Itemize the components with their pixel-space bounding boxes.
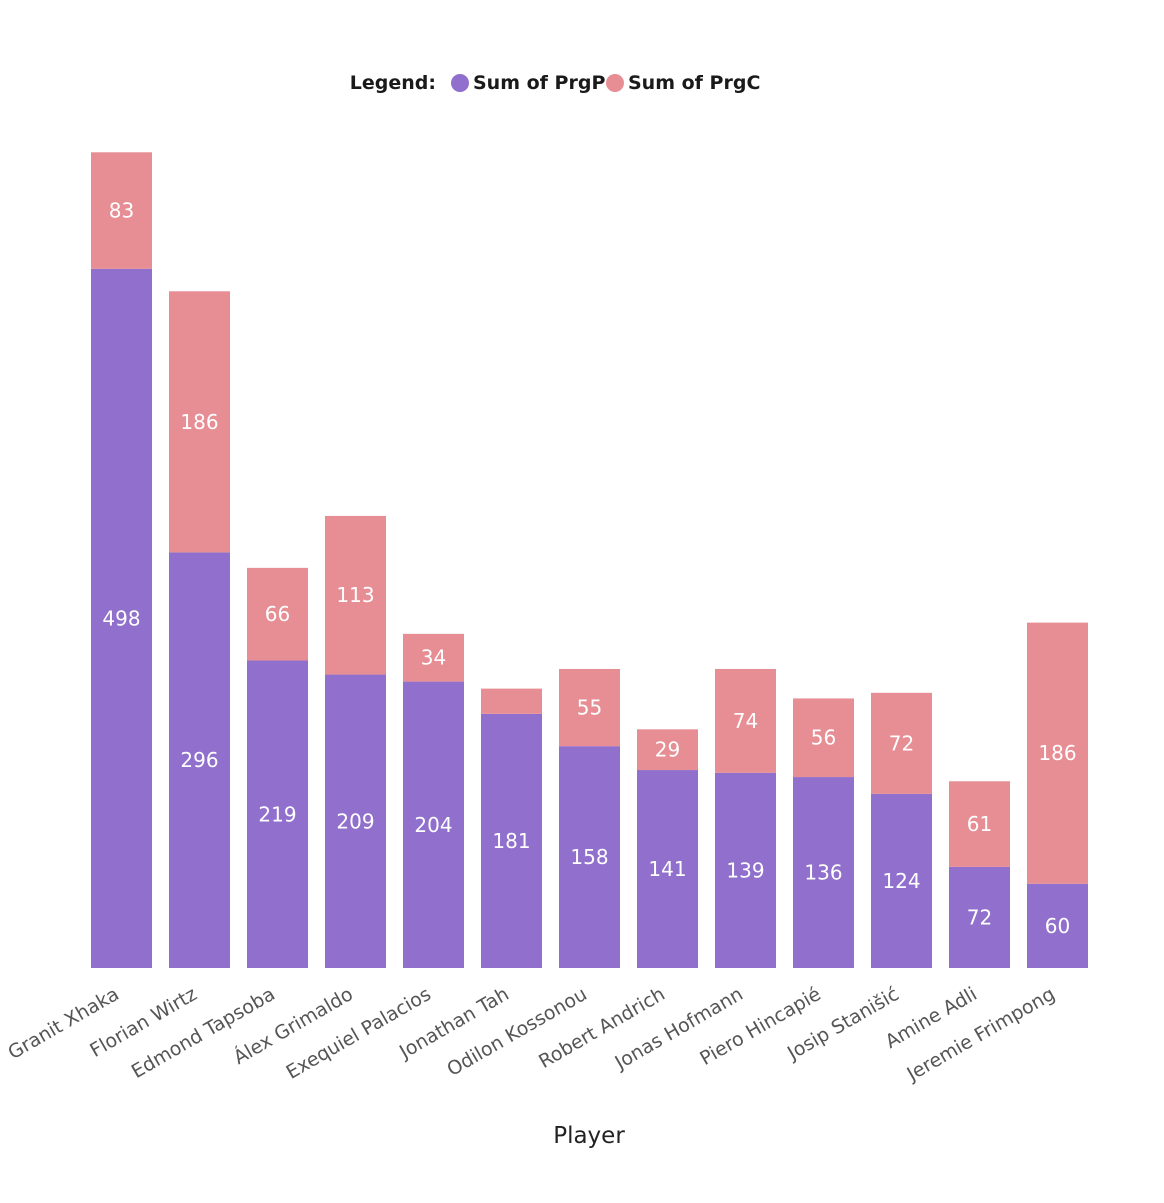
data-label-sum-of-prgp-alex-grimaldo: 209 [336, 809, 374, 833]
data-label-sum-of-prgc-granit-xhaka: 83 [109, 199, 134, 223]
bar-sum-of-prgp-odilon-kossonou[interactable] [559, 746, 620, 968]
data-label-sum-of-prgp-jonas-hofmann: 139 [726, 858, 764, 882]
bar-sum-of-prgc-robert-andrich[interactable] [637, 729, 698, 771]
data-label-sum-of-prgp-edmond-tapsoba: 219 [258, 802, 296, 826]
data-label-sum-of-prgp-jonathan-tah: 181 [492, 829, 530, 853]
data-label-sum-of-prgp-amine-adli: 72 [967, 905, 992, 929]
data-label-sum-of-prgc-florian-wirtz: 186 [180, 410, 218, 434]
x-tick-label-exequiel-palacios: Exequiel Palacios [282, 983, 434, 1084]
data-label-sum-of-prgc-alex-grimaldo: 113 [336, 583, 374, 607]
bar-sum-of-prgp-exequiel-palacios[interactable] [403, 681, 464, 968]
data-label-sum-of-prgp-florian-wirtz: 296 [180, 748, 218, 772]
x-tick-label-jeremie-frimpong: Jeremie Frimpong [902, 983, 1058, 1086]
bar-sum-of-prgp-amine-adli[interactable] [949, 866, 1010, 968]
x-tick-label-edmond-tapsoba: Edmond Tapsoba [128, 983, 279, 1083]
x-axis-title: Player [553, 1123, 625, 1149]
data-label-sum-of-prgc-odilon-kossonou: 55 [577, 696, 602, 720]
bar-sum-of-prgp-robert-andrich[interactable] [637, 770, 698, 968]
data-label-sum-of-prgc-jeremie-frimpong: 186 [1038, 741, 1076, 765]
bar-sum-of-prgc-jonas-hofmann[interactable] [715, 668, 776, 773]
data-label-sum-of-prgc-amine-adli: 61 [967, 812, 992, 836]
data-label-sum-of-prgc-piero-hincapie: 56 [811, 726, 836, 750]
data-label-sum-of-prgc-josip-stanisic: 72 [889, 731, 914, 755]
bar-sum-of-prgp-granit-xhaka[interactable] [91, 268, 152, 969]
bar-sum-of-prgp-edmond-tapsoba[interactable] [247, 660, 308, 968]
legend-marker-sum-of-prgp [451, 74, 469, 92]
legend-label-sum-of-prgc: Sum of PrgC [628, 72, 760, 94]
legend: Legend: Sum of PrgP Sum of PrgC [350, 72, 761, 94]
bar-sum-of-prgp-jeremie-frimpong[interactable] [1027, 883, 1088, 968]
bar-sum-of-prgc-piero-hincapie[interactable] [793, 698, 854, 778]
bar-sum-of-prgc-jeremie-frimpong[interactable] [1027, 622, 1088, 884]
bar-sum-of-prgc-jonathan-tah[interactable] [481, 688, 542, 714]
data-label-sum-of-prgp-piero-hincapie: 136 [804, 861, 842, 885]
data-label-sum-of-prgp-granit-xhaka: 498 [102, 606, 140, 630]
x-tick-label-odilon-kossonou: Odilon Kossonou [443, 983, 590, 1081]
bar-sum-of-prgp-josip-stanisic[interactable] [871, 793, 932, 968]
bar-sum-of-prgc-josip-stanisic[interactable] [871, 692, 932, 794]
data-label-sum-of-prgp-josip-stanisic: 124 [882, 869, 920, 893]
bar-sum-of-prgc-edmond-tapsoba[interactable] [247, 567, 308, 661]
data-label-sum-of-prgc-exequiel-palacios: 34 [421, 646, 446, 670]
bar-sum-of-prgp-alex-grimaldo[interactable] [325, 674, 386, 968]
bar-sum-of-prgc-alex-grimaldo[interactable] [325, 515, 386, 675]
data-label-sum-of-prgc-edmond-tapsoba: 66 [265, 602, 290, 626]
data-label-sum-of-prgp-robert-andrich: 141 [648, 857, 686, 881]
bar-labels: 498 83 296 186 219 66 209 113 204 34 181 158 55 141 29… [102, 199, 1076, 938]
data-label-sum-of-prgp-exequiel-palacios: 204 [414, 813, 452, 837]
bar-sum-of-prgc-florian-wirtz[interactable] [169, 291, 230, 553]
data-label-sum-of-prgp-odilon-kossonou: 158 [570, 845, 608, 869]
legend-label-sum-of-prgp: Sum of PrgP [473, 72, 605, 94]
bar-sum-of-prgp-jonathan-tah[interactable] [481, 713, 542, 968]
data-label-sum-of-prgc-jonas-hofmann: 74 [733, 709, 758, 733]
legend-marker-sum-of-prgc [606, 74, 624, 92]
legend-title: Legend: [350, 72, 436, 94]
bar-sum-of-prgp-jonas-hofmann[interactable] [715, 772, 776, 968]
legend-items: Sum of PrgP Sum of PrgC [451, 72, 760, 94]
bars [91, 152, 1088, 969]
bar-sum-of-prgc-odilon-kossonou[interactable] [559, 668, 620, 747]
data-label-sum-of-prgc-robert-andrich: 29 [655, 738, 680, 762]
data-label-sum-of-prgp-jeremie-frimpong: 60 [1045, 914, 1070, 938]
bar-sum-of-prgc-exequiel-palacios[interactable] [403, 633, 464, 682]
bar-sum-of-prgp-piero-hincapie[interactable] [793, 777, 854, 968]
bar-sum-of-prgc-amine-adli[interactable] [949, 781, 1010, 867]
bar-sum-of-prgc-granit-xhaka[interactable] [91, 152, 152, 269]
bar-sum-of-prgp-florian-wirtz[interactable] [169, 552, 230, 968]
x-tick-label-jonas-hofmann: Jonas Hofmann [610, 983, 746, 1074]
